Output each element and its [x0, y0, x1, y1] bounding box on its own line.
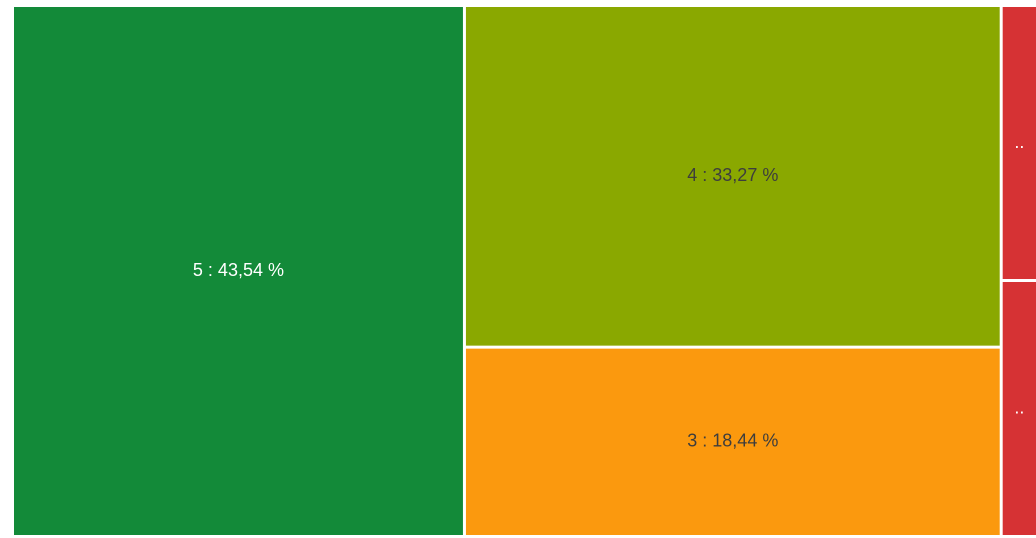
cell-label: 4 : 33,27 %: [687, 165, 778, 185]
treemap-cell: [465, 348, 1000, 535]
treemap-cell: [14, 7, 463, 535]
treemap-cell: [1002, 282, 1036, 535]
treemap-cell: [465, 7, 1000, 346]
cell-label: ..: [1014, 397, 1024, 417]
cell-label: 5 : 43,54 %: [193, 260, 284, 280]
treemap-cell: [1002, 7, 1036, 280]
cell-label: ..: [1014, 132, 1024, 152]
cell-label: 3 : 18,44 %: [687, 431, 778, 451]
